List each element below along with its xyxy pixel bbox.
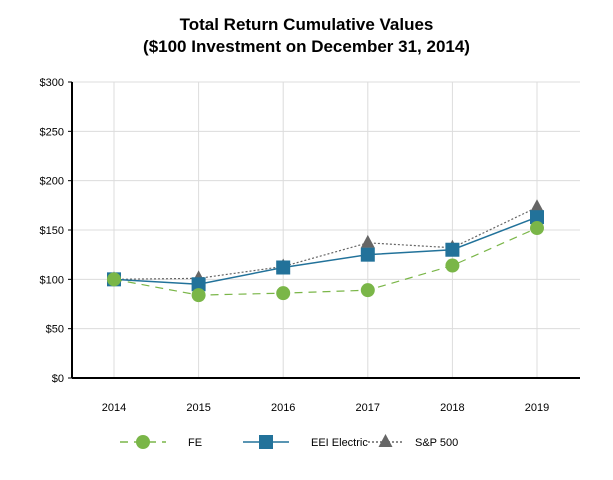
x-tick-label: 2016 [271, 402, 295, 414]
series-line-1 [113, 216, 538, 286]
x-tick-label: 2015 [186, 402, 210, 414]
y-tick-label: $100 [40, 274, 64, 286]
y-tick-label: $300 [40, 77, 64, 89]
legend-marker [259, 435, 273, 449]
legend-label: S&P 500 [415, 437, 458, 449]
legend-marker [378, 434, 393, 447]
y-tick-label: $50 [46, 324, 64, 336]
data-point-1 [445, 242, 460, 257]
data-point-0 [276, 286, 291, 301]
data-point-0 [445, 258, 460, 273]
series-line-0 [113, 227, 538, 296]
x-tick-label: 2019 [525, 402, 549, 414]
y-tick-label: $0 [52, 373, 64, 385]
x-tick-label: 2014 [102, 402, 126, 414]
y-tick-label: $200 [40, 176, 64, 188]
data-point-2 [360, 234, 375, 248]
series-line-2 [113, 206, 538, 280]
x-tick-label: 2017 [356, 402, 380, 414]
data-point-0 [360, 283, 375, 298]
data-point-2 [530, 199, 544, 213]
data-point-0 [530, 221, 544, 236]
legend-label: EEI Electric [311, 437, 368, 449]
data-point-1 [530, 210, 544, 225]
subtitle-line: ($100 Investment on December 31, 2014) [143, 37, 470, 56]
x-tick-label: 2018 [440, 402, 464, 414]
data-point-0 [191, 288, 206, 303]
y-tick-label: $250 [40, 126, 64, 138]
data-point-1 [276, 260, 291, 275]
y-tick-label: $150 [40, 225, 64, 237]
legend-label: FE [188, 437, 202, 449]
data-point-1 [191, 277, 206, 292]
data-point-0 [107, 272, 121, 287]
chart-title: Total Return Cumulative Values ($100 Inv… [0, 14, 613, 58]
data-point-1 [360, 247, 375, 262]
legend-marker [136, 435, 150, 449]
title-line: Total Return Cumulative Values [179, 15, 434, 34]
